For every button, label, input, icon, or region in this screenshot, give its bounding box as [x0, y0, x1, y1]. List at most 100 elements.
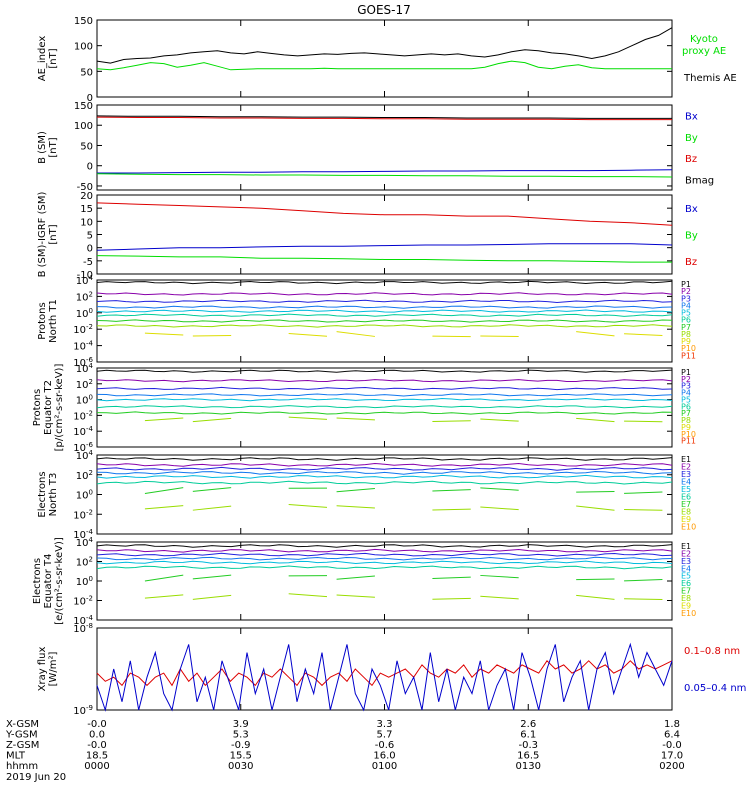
- series-segment: [192, 574, 232, 580]
- y-tick-label: 10-6: [73, 356, 93, 369]
- y-tick-label: 10-8: [73, 622, 93, 635]
- panel-frame: [96, 454, 673, 535]
- legend-entry: E7: [681, 500, 691, 509]
- series-line: [96, 173, 673, 178]
- y-axis-label: [nT]: [48, 224, 59, 244]
- legend-entry: E10: [681, 609, 696, 618]
- legend-entry: P7: [681, 323, 691, 332]
- series-line: [96, 397, 673, 402]
- legend-entry: E2: [681, 463, 691, 472]
- legend-entry: P8: [681, 416, 691, 425]
- y-axis-label: Xray flux: [37, 647, 48, 692]
- series-segment: [288, 593, 328, 598]
- series-segment: [192, 594, 232, 600]
- series-segment: [480, 418, 519, 422]
- x-row-label: hhmm: [6, 761, 38, 772]
- x-tick-label: -0.6: [375, 740, 395, 751]
- legend-entry: Bmag: [685, 175, 714, 186]
- legend-entry: E5: [681, 572, 691, 581]
- series-segment: [624, 579, 663, 582]
- legend-entry: E9: [681, 601, 691, 610]
- series-segment: [432, 597, 471, 600]
- y-tick-label: 100: [74, 42, 93, 53]
- y-tick-label: 104: [76, 536, 94, 549]
- series-segment: [336, 331, 375, 337]
- legend-entry: P2: [681, 287, 691, 296]
- series-line: [96, 470, 673, 475]
- legend-entry: E2: [681, 549, 691, 558]
- legend-entry: P5: [681, 395, 691, 404]
- series-segment: [288, 504, 328, 508]
- y-tick-label: 150: [74, 16, 93, 27]
- x-row-label: Y-GSM: [5, 730, 38, 741]
- series-segment: [432, 508, 471, 511]
- series-line: [96, 660, 673, 687]
- panel-6: 104 102 100 10-2 10-4 Electrons North T3 E1E2E3…: [37, 449, 696, 541]
- legend-entry: E1: [681, 542, 691, 551]
- panel-frame: [96, 194, 673, 275]
- y-axis-label: North T1: [48, 299, 59, 343]
- panel-2: -50 0 50 100 150 B (SM) [nT] Bx By Bz Bmag: [37, 101, 714, 193]
- series-segment: [432, 576, 471, 580]
- series-line: [96, 548, 673, 553]
- series-line: [97, 169, 673, 174]
- series-segment: [624, 491, 663, 494]
- y-tick-label: 10-4: [73, 614, 93, 627]
- series-line: [96, 474, 673, 479]
- series-segment: [480, 487, 519, 491]
- x-tick-label: 6.4: [664, 730, 680, 741]
- legend-entry: E9: [681, 515, 691, 524]
- series-segment: [192, 505, 232, 511]
- series-segment: [576, 505, 615, 511]
- legend-entry: P9: [681, 337, 691, 346]
- y-tick-label: 100: [76, 575, 93, 588]
- series-line: [96, 116, 672, 121]
- series-line: [96, 642, 673, 712]
- series-segment: [480, 595, 519, 600]
- series-segment: [576, 331, 615, 337]
- series-line: [96, 243, 673, 251]
- legend-entry: Kyoto: [690, 34, 718, 45]
- legend-entry: proxy AE: [682, 46, 726, 57]
- series-segment: [576, 578, 615, 581]
- legend-entry: P10: [681, 430, 696, 439]
- y-tick-label: 104: [76, 274, 94, 287]
- legend-entry: 0.1–0.8 nm: [684, 646, 740, 657]
- panel-5: 104 102 100 10-2 10-4 10-6 Protons Equator T2 [p…: [32, 362, 696, 454]
- x-tick-label: 0030: [228, 761, 253, 772]
- x-tick-label: 2.6: [520, 719, 536, 730]
- series-segment: [144, 487, 184, 495]
- x-tick-label: 5.7: [377, 730, 393, 741]
- series-segment: [288, 416, 328, 420]
- series-segment: [480, 574, 519, 579]
- series-segment: [144, 574, 184, 582]
- series-line: [96, 60, 672, 71]
- x-tick-label: 0000: [84, 761, 109, 772]
- y-tick-label: 10-4: [73, 425, 93, 438]
- legend-entry: P9: [681, 423, 691, 432]
- x-tick-label: 0200: [659, 761, 684, 772]
- legend-entry: E6: [681, 493, 691, 502]
- series-line: [96, 324, 673, 328]
- y-tick-label: 102: [76, 378, 93, 391]
- y-axis-label: Electrons: [37, 471, 48, 517]
- x-tick-label: 0130: [516, 761, 541, 772]
- y-tick-label: 102: [76, 556, 93, 569]
- series-segment: [144, 505, 184, 510]
- x-tick-label: 18.5: [86, 751, 108, 762]
- series-line: [96, 565, 673, 570]
- y-tick-label: 100: [74, 121, 93, 132]
- series-line: [96, 292, 673, 296]
- y-axis-label: Equator T4: [43, 554, 54, 609]
- y-tick-label: 0: [87, 162, 93, 173]
- y-axis-label: B (SM)-IGRF (SM): [37, 192, 48, 278]
- legend-entry: P11: [681, 351, 696, 360]
- series-line: [96, 309, 673, 313]
- series-segment: [576, 490, 615, 493]
- y-axis-label: Protons: [32, 389, 43, 426]
- y-tick-label: 10-6: [73, 441, 93, 454]
- legend-entry: P1: [681, 368, 691, 377]
- legend-entry: Bz: [685, 257, 697, 268]
